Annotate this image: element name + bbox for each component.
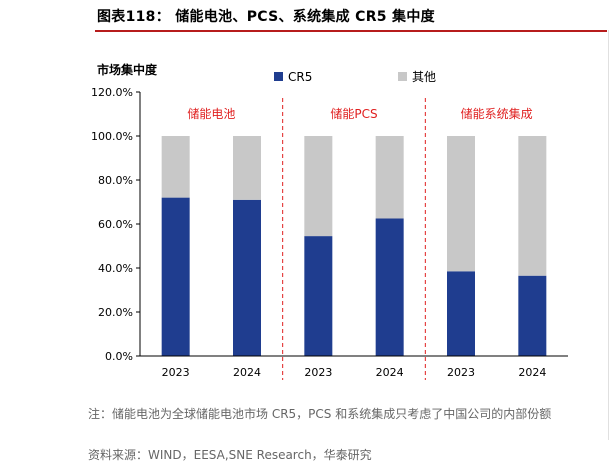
bar-other-1 <box>233 136 261 200</box>
bar-cr5-5 <box>518 275 547 356</box>
y-tick-label: 120.0% <box>91 86 133 99</box>
legend-label-cr5: CR5 <box>288 70 312 84</box>
legend-label-other: 其他 <box>412 70 436 84</box>
x-tick-label: 2024 <box>518 366 546 379</box>
group-label: 储能PCS <box>330 106 377 121</box>
chart-footnote: 注：储能电池为全球储能电池市场 CR5，PCS 和系统集成只考虑了中国公司的内部… <box>88 407 552 421</box>
x-tick-label: 2023 <box>304 366 332 379</box>
bar-cr5-2 <box>304 236 333 356</box>
bar-other-4 <box>447 136 475 272</box>
bar-cr5-1 <box>233 199 261 356</box>
chart-source: 资料来源：WIND，EESA,SNE Research，华泰研究 <box>88 448 372 462</box>
x-tick-label: 2024 <box>376 366 404 379</box>
bar-other-5 <box>518 136 547 276</box>
bars-layer <box>161 136 547 356</box>
group-label: 储能系统集成 <box>461 106 533 121</box>
group-label: 储能电池 <box>187 106 235 121</box>
title-divider <box>95 30 607 32</box>
page-edge-divider <box>608 30 609 440</box>
y-axis-label: 市场集中度 <box>97 62 158 77</box>
bar-cr5-3 <box>375 218 404 356</box>
y-tick-label: 40.0% <box>98 262 133 275</box>
legend-swatch-other <box>398 72 407 81</box>
legend: CR5 其他 <box>274 70 436 84</box>
bar-cr5-0 <box>161 197 190 356</box>
stacked-bar-chart: 市场集中度 CR5 其他 2023 2024 2023 2024 2023 2024 0.0… <box>91 62 568 380</box>
bar-other-2 <box>304 136 333 237</box>
legend-swatch-cr5 <box>274 72 283 81</box>
y-tick-label: 0.0% <box>105 350 133 363</box>
axis-layer: 2023 2024 2023 2024 2023 2024 0.0% 20.0% 40.0% 60… <box>91 86 568 380</box>
y-tick-label: 60.0% <box>98 218 133 231</box>
y-tick-label: 100.0% <box>91 130 133 143</box>
y-tick-label: 80.0% <box>98 174 133 187</box>
x-tick-label: 2024 <box>233 366 261 379</box>
y-tick-label: 20.0% <box>98 306 133 319</box>
figure-title: 图表118： 储能电池、PCS、系统集成 CR5 集中度 <box>97 9 435 25</box>
bar-other-3 <box>375 136 404 219</box>
bar-cr5-4 <box>447 271 475 356</box>
bar-other-0 <box>161 136 190 198</box>
x-tick-label: 2023 <box>162 366 190 379</box>
x-tick-label: 2023 <box>447 366 475 379</box>
